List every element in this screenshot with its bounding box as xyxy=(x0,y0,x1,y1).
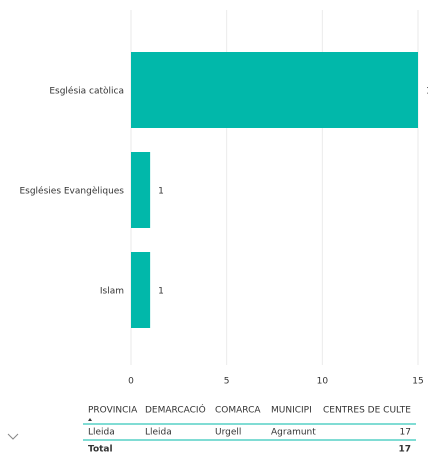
y-tick-label: Església catòlica xyxy=(49,86,124,97)
table-cell: Lleida xyxy=(88,428,115,438)
y-tick-label: Esglésies Evangèliques xyxy=(19,186,124,197)
bar xyxy=(131,52,418,128)
column-header[interactable]: COMARCA xyxy=(215,406,261,416)
x-tick-label: 15 xyxy=(412,377,423,387)
table-cell: Agramunt xyxy=(271,428,316,438)
column-header[interactable]: PROVINCIA xyxy=(88,406,138,416)
data-label: 1 xyxy=(158,287,164,297)
total-label: Total xyxy=(88,445,113,453)
table-cell: Lleida xyxy=(145,428,172,438)
x-tick-label: 0 xyxy=(128,377,134,387)
x-tick-label: 10 xyxy=(317,377,329,387)
bar xyxy=(131,152,151,228)
data-label: 15 xyxy=(426,87,428,97)
expand-chevron[interactable] xyxy=(7,433,19,440)
table: PROVINCIA DEMARCACIÓ COMARCA MUNICIPI CENTRE… xyxy=(83,404,416,453)
column-header[interactable]: DEMARCACIÓ xyxy=(145,404,206,416)
data-label: 1 xyxy=(158,187,164,197)
sort-indicator[interactable] xyxy=(88,418,92,421)
x-tick-label: 5 xyxy=(224,377,230,387)
total-value: 17 xyxy=(398,445,411,453)
y-tick-label: Islam xyxy=(100,287,124,297)
bar xyxy=(131,252,151,328)
column-header[interactable]: MUNICIPI xyxy=(271,406,312,416)
table-cell: 17 xyxy=(400,428,411,438)
table-cell: Urgell xyxy=(215,428,241,438)
column-header[interactable]: CENTRES DE CULTE xyxy=(323,406,411,416)
